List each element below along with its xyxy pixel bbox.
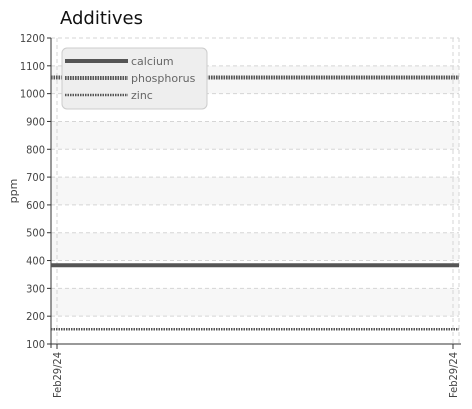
legend-label-calcium: calcium [131,55,174,68]
y-tick-label: 700 [26,171,45,184]
legend-label-phosphorus: phosphorus [131,72,196,85]
y-axis-label: ppm [7,179,20,204]
y-tick-label: 400 [26,255,45,268]
y-tick-label: 1200 [20,32,45,45]
plot-band [51,232,459,261]
plot-bands [51,65,459,317]
x-tick-label: Feb29/24 [447,352,460,398]
plot-band [51,288,459,317]
legend-label-zinc: zinc [131,89,153,102]
y-tick-label: 800 [26,143,45,156]
x-tick-label: Feb29/24 [51,352,64,398]
y-axis-ticks: 100 200 300 400 500 600 700 800 900 1000 1100 1200 [20,32,51,351]
plot-band [51,121,459,150]
y-tick-label: 200 [26,310,45,323]
plot-band [51,177,459,205]
legend[interactable]: calcium phosphorus zinc [61,47,208,110]
y-tick-label: 600 [26,199,45,212]
y-tick-label: 100 [26,338,45,351]
y-tick-label: 1000 [20,88,45,101]
chart-title: Additives [60,8,143,29]
x-axis-ticks: Feb29/24 Feb29/24 [51,344,460,398]
y-tick-label: 300 [26,282,45,295]
y-tick-label: 500 [26,227,45,240]
y-tick-label: 1100 [20,60,45,73]
axes [47,38,461,348]
y-tick-label: 900 [26,115,45,128]
